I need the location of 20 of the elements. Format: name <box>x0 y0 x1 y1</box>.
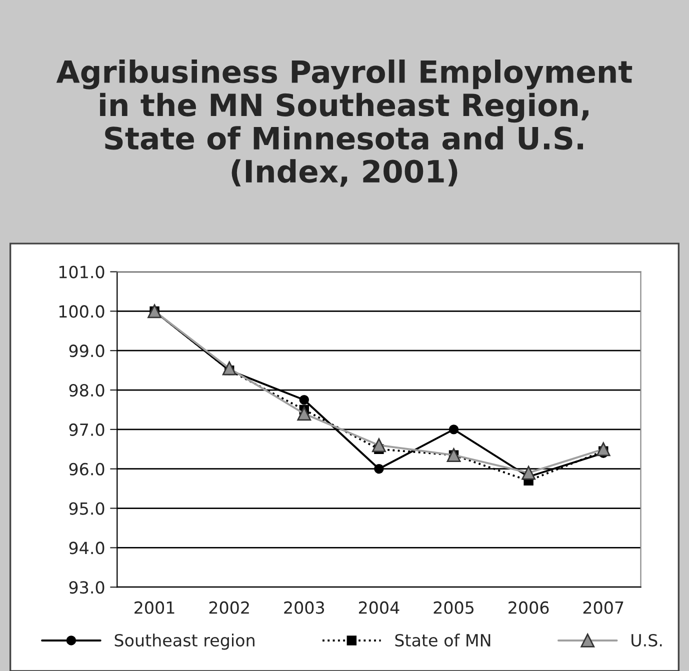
legend-label: Southeast region <box>114 634 254 650</box>
y-tick-label: 101.0 <box>59 266 104 278</box>
x-tick-label: 2001 <box>134 601 174 614</box>
x-tick-label: 2005 <box>434 601 474 614</box>
y-tick-label: 99.0 <box>69 344 104 358</box>
chart-title: Agribusiness Payroll Employment in the MN Southeast Region, State of Minnesota and U.S. (Index, 2001) <box>56 60 632 187</box>
y-tick-label: 95.0 <box>69 502 104 515</box>
y-tick-label: 100.0 <box>59 305 104 318</box>
y-tick-label: 98.0 <box>69 384 104 397</box>
y-tick-label: 94.0 <box>69 542 104 554</box>
x-tick-label: 2002 <box>209 601 249 614</box>
x-tick-label: 2004 <box>358 601 400 614</box>
x-tick-label: 2006 <box>508 601 549 614</box>
legend-label: U.S. <box>632 634 662 647</box>
legend-label: State of MN <box>395 634 490 647</box>
x-tick-label: 2003 <box>284 601 324 614</box>
y-tick-label: 97.0 <box>69 423 104 436</box>
x-tick-label: 2007 <box>583 601 624 614</box>
y-tick-label: 93.0 <box>69 581 104 594</box>
y-tick-label: 96.0 <box>69 462 104 476</box>
